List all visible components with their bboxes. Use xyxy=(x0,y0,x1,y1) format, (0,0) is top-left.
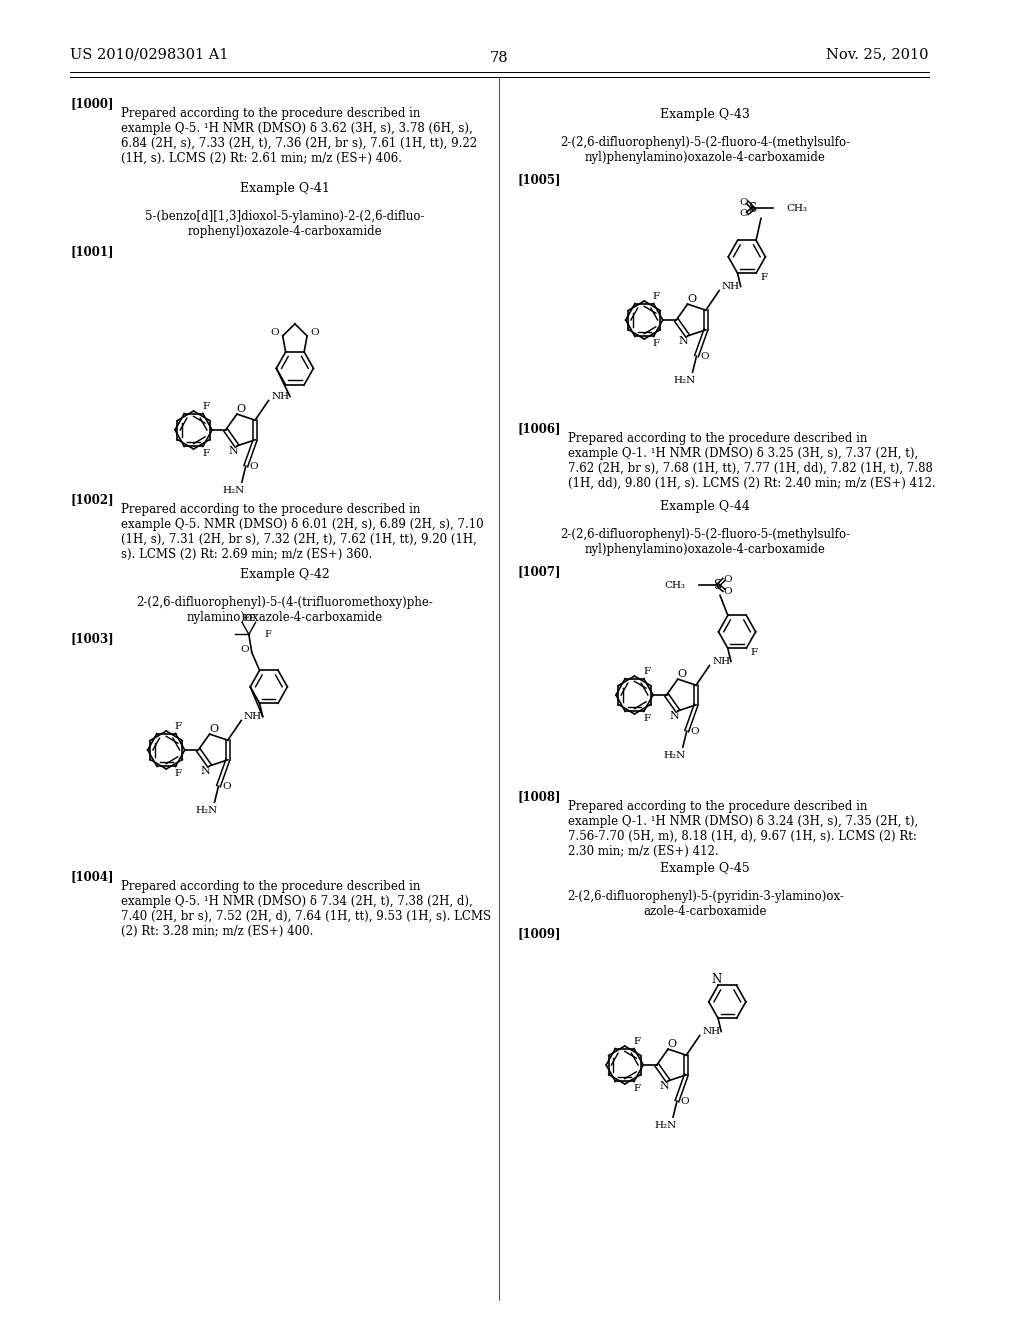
Text: F: F xyxy=(175,770,182,777)
Text: F: F xyxy=(751,648,758,657)
Text: O: O xyxy=(222,781,230,791)
Text: H₂N: H₂N xyxy=(196,805,218,814)
Text: O: O xyxy=(668,1039,677,1049)
Text: N: N xyxy=(669,711,679,721)
Text: F: F xyxy=(761,273,767,281)
Text: Prepared according to the procedure described in
example Q-1. ¹H NMR (DMSO) δ 3.: Prepared according to the procedure desc… xyxy=(567,800,918,858)
Text: S: S xyxy=(750,202,757,215)
Text: O: O xyxy=(270,329,280,338)
Text: F: F xyxy=(653,292,660,301)
Text: F: F xyxy=(634,1084,640,1093)
Text: Nov. 25, 2010: Nov. 25, 2010 xyxy=(826,48,929,61)
Text: Prepared according to the procedure described in
example Q-5. NMR (DMSO) δ 6.01 : Prepared according to the procedure desc… xyxy=(121,503,483,561)
Text: Example Q-41: Example Q-41 xyxy=(240,182,330,195)
Text: [1003]: [1003] xyxy=(71,632,114,645)
Text: H₂N: H₂N xyxy=(664,751,686,759)
Text: 2-(2,6-difluorophenyl)-5-(4-(trifluoromethoxy)phe-
nylamino)oxazole-4-carboxamid: 2-(2,6-difluorophenyl)-5-(4-(trifluorome… xyxy=(136,597,433,624)
Text: [1005]: [1005] xyxy=(517,173,560,186)
Text: O: O xyxy=(724,574,732,583)
Text: [1001]: [1001] xyxy=(71,246,114,257)
Text: O: O xyxy=(687,294,696,304)
Text: N: N xyxy=(679,335,688,346)
Text: Example Q-44: Example Q-44 xyxy=(660,500,751,513)
Text: F: F xyxy=(643,667,650,676)
Text: CH₃: CH₃ xyxy=(786,203,807,213)
Text: N: N xyxy=(228,446,238,455)
Text: F: F xyxy=(243,614,249,623)
Text: O: O xyxy=(677,669,686,678)
Text: NH: NH xyxy=(712,657,730,667)
Text: O: O xyxy=(724,587,732,595)
Text: Example Q-43: Example Q-43 xyxy=(660,108,751,121)
Text: F: F xyxy=(643,714,650,723)
Text: F: F xyxy=(265,630,271,639)
Text: [1000]: [1000] xyxy=(71,96,114,110)
Text: [1009]: [1009] xyxy=(517,927,560,940)
Text: O: O xyxy=(739,209,748,218)
Text: H₂N: H₂N xyxy=(223,486,245,495)
Text: 78: 78 xyxy=(490,51,509,65)
Text: H₂N: H₂N xyxy=(654,1121,677,1130)
Text: N: N xyxy=(201,766,211,776)
Text: Prepared according to the procedure described in
example Q-5. ¹H NMR (DMSO) δ 3.: Prepared according to the procedure desc… xyxy=(121,107,477,165)
Text: Example Q-42: Example Q-42 xyxy=(240,568,330,581)
Text: Example Q-45: Example Q-45 xyxy=(660,862,751,875)
Text: O: O xyxy=(739,198,748,207)
Text: 5-(benzo[d][1,3]dioxol-5-ylamino)-2-(2,6-difluo-
rophenyl)oxazole-4-carboxamide: 5-(benzo[d][1,3]dioxol-5-ylamino)-2-(2,6… xyxy=(145,210,425,238)
Text: O: O xyxy=(209,725,218,734)
Text: S: S xyxy=(714,579,722,591)
Text: F: F xyxy=(202,403,209,411)
Text: F: F xyxy=(202,449,209,458)
Text: F: F xyxy=(653,339,660,348)
Text: F: F xyxy=(175,722,182,731)
Text: O: O xyxy=(690,726,698,735)
Text: H₂N: H₂N xyxy=(674,376,696,384)
Text: O: O xyxy=(241,645,249,653)
Text: [1008]: [1008] xyxy=(517,789,560,803)
Text: [1004]: [1004] xyxy=(71,870,114,883)
Text: F: F xyxy=(248,614,255,623)
Text: O: O xyxy=(700,351,709,360)
Text: CH₃: CH₃ xyxy=(664,581,685,590)
Text: N: N xyxy=(659,1081,669,1090)
Text: O: O xyxy=(681,1097,689,1106)
Text: [1007]: [1007] xyxy=(517,565,560,578)
Text: US 2010/0298301 A1: US 2010/0298301 A1 xyxy=(71,48,228,61)
Text: 2-(2,6-difluorophenyl)-5-(pyridin-3-ylamino)ox-
azole-4-carboxamide: 2-(2,6-difluorophenyl)-5-(pyridin-3-ylam… xyxy=(567,890,844,917)
Text: NH: NH xyxy=(722,282,740,290)
Text: O: O xyxy=(310,329,319,338)
Text: N: N xyxy=(711,973,721,986)
Text: Prepared according to the procedure described in
example Q-5. ¹H NMR (DMSO) δ 7.: Prepared according to the procedure desc… xyxy=(121,880,492,939)
Text: NH: NH xyxy=(244,711,262,721)
Text: 2-(2,6-difluorophenyl)-5-(2-fluoro-5-(methylsulfo-
nyl)phenylamino)oxazole-4-car: 2-(2,6-difluorophenyl)-5-(2-fluoro-5-(me… xyxy=(560,528,850,556)
Text: NH: NH xyxy=(702,1027,721,1036)
Text: NH: NH xyxy=(271,392,290,401)
Text: O: O xyxy=(249,462,258,471)
Text: Prepared according to the procedure described in
example Q-1. ¹H NMR (DMSO) δ 3.: Prepared according to the procedure desc… xyxy=(567,432,935,490)
Text: [1002]: [1002] xyxy=(71,492,114,506)
Text: O: O xyxy=(237,404,246,414)
Text: [1006]: [1006] xyxy=(517,422,560,436)
Text: F: F xyxy=(634,1038,640,1045)
Text: 2-(2,6-difluorophenyl)-5-(2-fluoro-4-(methylsulfo-
nyl)phenylamino)oxazole-4-car: 2-(2,6-difluorophenyl)-5-(2-fluoro-4-(me… xyxy=(560,136,850,164)
